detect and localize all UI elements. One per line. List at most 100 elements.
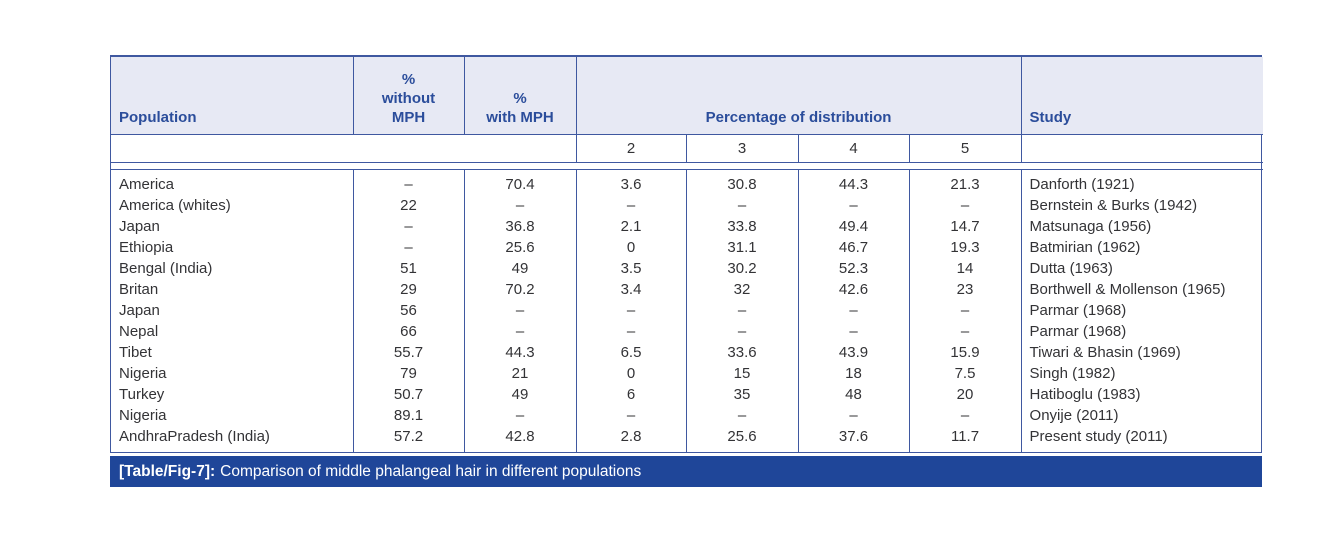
cell-population: Nigeria: [119, 365, 167, 382]
cell-pct-with-mph: 36.8: [463, 216, 576, 237]
cell-dist-3: 30.8: [685, 169, 798, 195]
comparison-table: Population % without MPH % with MPH Perc…: [111, 57, 1264, 452]
cell-dist-2: –: [575, 300, 686, 321]
table-row: America (whites) 22– – – – – Bernstein & Burks…: [111, 195, 1264, 216]
cell-dist-3: 30.2: [685, 258, 798, 279]
cell-pct-without-mph: 29: [352, 279, 464, 300]
cell-dist-4: 43.9: [797, 342, 909, 363]
subheader-dist-3: 3: [685, 134, 798, 163]
cell-dist-2: 6: [575, 384, 686, 405]
cell-population: Turkey: [119, 386, 165, 403]
table-row: Turkey 50.7 49 6 35 48 20 Hatiboglu (1983): [111, 384, 1264, 405]
cell-dist-5: 20: [908, 384, 1022, 405]
cell-study: Parmar (1968): [1020, 300, 1264, 321]
cell-dist-4: –: [797, 195, 909, 216]
cell-dist-2: –: [575, 195, 686, 216]
cell-pct-with-mph: 49: [463, 258, 576, 279]
cell-dist-2: 6.5: [575, 342, 686, 363]
cell-dist-4: 48: [797, 384, 909, 405]
cell-dist-2: 0: [575, 237, 686, 258]
cell-pct-with-mph: 44.3: [463, 342, 576, 363]
cell-pct-without-mph: –: [352, 216, 464, 237]
cell-population: AndhraPradesh (India): [119, 428, 270, 445]
cell-study: Hatiboglu (1983): [1020, 384, 1264, 405]
cell-dist-5: 23: [908, 279, 1022, 300]
table-row: Nepal 66– – – – – Parmar (1968): [111, 321, 1264, 342]
cell-population: Nigeria: [119, 407, 167, 424]
cell-pct-without-mph: 56: [352, 300, 464, 321]
cell-population: America (whites): [119, 197, 231, 214]
cell-dist-5: 11.7: [908, 426, 1022, 452]
caption-label: [Table/Fig-7]:: [119, 462, 216, 480]
cell-study: Onyije (2011): [1020, 405, 1264, 426]
cell-population: Bengal (India): [119, 260, 213, 277]
cell-pct-without-mph: 89.1: [352, 405, 464, 426]
cell-population: Japan: [119, 302, 160, 319]
table-caption: [Table/Fig-7]: Comparison of middle phal…: [110, 456, 1262, 487]
cell-pct-without-mph: 22: [352, 195, 464, 216]
cell-dist-4: –: [797, 405, 909, 426]
cell-study: Singh (1982): [1020, 363, 1264, 384]
cell-dist-5: 7.5: [908, 363, 1022, 384]
table-fig-7: Population % without MPH % with MPH Perc…: [110, 55, 1264, 487]
cell-study: Matsunaga (1956): [1020, 216, 1264, 237]
table-row: Bengal (India) 51 49 3.5 30.2 52.3 14 Dutta (19…: [111, 258, 1264, 279]
cell-dist-4: 44.3: [797, 169, 909, 195]
subheader-dist-4: 4: [797, 134, 909, 163]
cell-dist-4: –: [797, 321, 909, 342]
cell-dist-3: –: [685, 300, 798, 321]
cell-dist-3: –: [685, 405, 798, 426]
table-body: America –70.4 3.6 30.8 44.3 21.3 Danforth (192…: [111, 169, 1264, 452]
cell-pct-without-mph: 57.2: [352, 426, 464, 452]
cell-dist-5: 19.3: [908, 237, 1022, 258]
cell-study: Dutta (1963): [1020, 258, 1264, 279]
subheader-empty-right: [1020, 134, 1264, 163]
cell-pct-with-mph: –: [463, 300, 576, 321]
table-row: Japan –36.8 2.1 33.8 49.4 14.7 Matsunaga (1956…: [111, 216, 1264, 237]
cell-dist-3: 15: [685, 363, 798, 384]
table-row: Nigeria 89.1– – – – – Onyije (2011): [111, 405, 1264, 426]
cell-dist-4: –: [797, 300, 909, 321]
cell-pct-without-mph: –: [352, 169, 464, 195]
cell-population: Britan: [119, 281, 159, 298]
table-row: America –70.4 3.6 30.8 44.3 21.3 Danforth (192…: [111, 169, 1264, 195]
cell-dist-2: 2.8: [575, 426, 686, 452]
cell-study: Danforth (1921): [1020, 169, 1264, 195]
cell-dist-4: 49.4: [797, 216, 909, 237]
cell-dist-4: 37.6: [797, 426, 909, 452]
cell-dist-3: –: [685, 195, 798, 216]
cell-pct-with-mph: –: [463, 195, 576, 216]
table-header: Population % without MPH % with MPH Perc…: [111, 57, 1264, 170]
cell-pct-with-mph: 42.8: [463, 426, 576, 452]
cell-population: America: [119, 176, 175, 193]
col-header-population: Population: [111, 57, 353, 135]
table-row: Ethiopia –25.6 0 31.1 46.7 19.3 Batmirian (196…: [111, 237, 1264, 258]
table-row: Britan 29 70.2 3.4 32 42.6 23 Borthwell & Molle…: [111, 279, 1264, 300]
col-header-pct-with-mph: % with MPH: [463, 57, 576, 135]
cell-pct-with-mph: 70.4: [463, 169, 576, 195]
cell-dist-3: 32: [685, 279, 798, 300]
cell-study: Parmar (1968): [1020, 321, 1264, 342]
cell-pct-without-mph: –: [352, 237, 464, 258]
table-row: Japan 56– – – – – Parmar (1968): [111, 300, 1264, 321]
cell-dist-4: 52.3: [797, 258, 909, 279]
cell-dist-3: 33.6: [685, 342, 798, 363]
cell-pct-without-mph: 51: [352, 258, 464, 279]
caption-text: Comparison of middle phalangeal hair in …: [220, 462, 642, 480]
comparison-table-wrapper: Population % without MPH % with MPH Perc…: [110, 55, 1264, 453]
cell-study: Borthwell & Mollenson (1965): [1020, 279, 1264, 300]
table-row: Tibet 55.7 44.3 6.5 33.6 43.9 15.9 Tiwari & Bha…: [111, 342, 1264, 363]
col-header-study: Study: [1020, 57, 1264, 135]
subheader-dist-2: 2: [575, 134, 686, 163]
cell-study: Batmirian (1962): [1020, 237, 1264, 258]
cell-dist-5: –: [908, 321, 1022, 342]
header-row-main: Population % without MPH % with MPH Perc…: [111, 57, 1264, 135]
subheader-empty-left: [111, 134, 576, 163]
cell-population: Tibet: [119, 344, 152, 361]
cell-dist-3: 25.6: [685, 426, 798, 452]
cell-dist-4: 42.6: [797, 279, 909, 300]
col-header-pct-without-mph: % without MPH: [352, 57, 464, 135]
cell-dist-4: 18: [797, 363, 909, 384]
cell-study: Bernstein & Burks (1942): [1020, 195, 1264, 216]
